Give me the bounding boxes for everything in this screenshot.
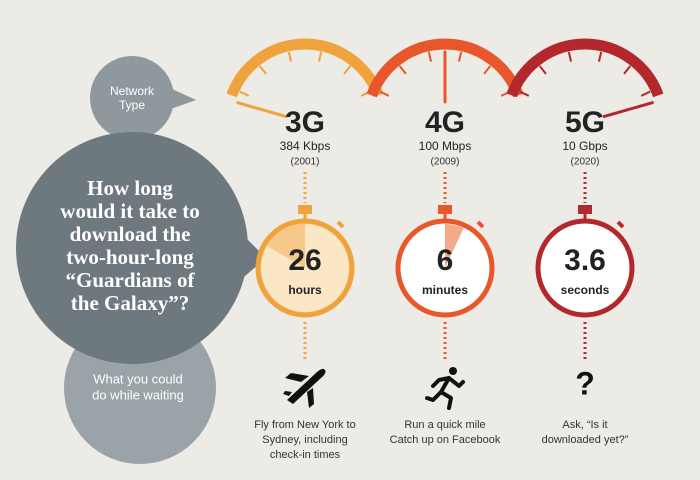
network-type-label: Network — [110, 84, 155, 98]
gauge-tick — [398, 65, 407, 75]
gauge-needle — [602, 101, 654, 118]
speed: 100 Mbps — [419, 139, 472, 153]
bubbles — [16, 56, 266, 464]
gauge-tick — [538, 65, 547, 75]
time-value: 3.6 — [564, 244, 606, 277]
stopwatch-wedge — [261, 224, 350, 312]
year: (2009) — [431, 157, 460, 168]
activity-text: Fly from New York to — [254, 419, 355, 431]
icon-question: ? — [575, 365, 595, 401]
gauge-arc — [506, 38, 664, 98]
year: (2020) — [571, 157, 600, 168]
question-text: the Galaxy”? — [71, 291, 189, 315]
gauge-tick — [640, 90, 651, 97]
gauge-tick — [239, 90, 250, 97]
question-text: would it take to — [60, 199, 199, 223]
activity-text: Run a quick mile — [404, 419, 485, 431]
year: (2001) — [291, 157, 320, 168]
gauge-tick — [483, 65, 492, 75]
gauge-tick — [317, 51, 323, 62]
gauge-tick — [457, 51, 463, 62]
runner-body — [425, 376, 465, 410]
time-unit: minutes — [422, 283, 468, 297]
activity-text: downloaded yet?” — [542, 434, 629, 446]
question-text: “Guardians of — [66, 268, 196, 292]
stopwatch-side — [616, 220, 625, 229]
gauge-tick — [567, 51, 573, 62]
activity-text: Sydney, including — [262, 434, 347, 446]
gauge-tick — [258, 65, 267, 75]
speed: 384 Kbps — [280, 139, 331, 153]
waiting-label: do while waiting — [92, 387, 184, 402]
stopwatch-side — [336, 220, 345, 229]
speed: 10 Gbps — [562, 139, 607, 153]
time-value: 6 — [437, 244, 454, 277]
gauge-tick — [343, 65, 352, 75]
activity-text: Ask, “Is it — [562, 419, 607, 431]
question-text: two-hour-long — [66, 245, 194, 269]
gauge-tick — [623, 65, 632, 75]
stopwatch-button — [438, 205, 452, 214]
bubble-pointer — [168, 88, 196, 110]
network-bubble — [90, 56, 174, 140]
stopwatch-face — [535, 218, 635, 318]
stopwatch-button — [578, 205, 592, 214]
waiting-label: What you could — [93, 371, 183, 386]
gauge-tick — [519, 90, 530, 97]
time-unit: hours — [288, 283, 322, 297]
gauge-arc — [366, 38, 524, 98]
stopwatch-wedge — [445, 224, 464, 268]
bubble-pointer — [238, 232, 266, 282]
runner-head — [449, 367, 457, 375]
gauge-arc — [226, 38, 384, 98]
gauge-tick — [427, 51, 433, 62]
gauge-tick — [597, 51, 603, 62]
plane-icon — [283, 368, 326, 408]
time-unit: seconds — [561, 283, 610, 297]
stopwatch-button — [298, 205, 312, 214]
network-name: 5G — [565, 106, 605, 139]
gauge-tick — [287, 51, 293, 62]
question-text: download the — [70, 222, 191, 246]
network-name: 4G — [425, 106, 465, 139]
activity-text: check-in times — [270, 449, 341, 461]
time-value: 26 — [288, 244, 321, 277]
question-text: How long — [87, 176, 173, 200]
activity-text: Catch up on Facebook — [390, 434, 501, 446]
gauge-needle — [236, 101, 288, 118]
network-name: 3G — [285, 106, 325, 139]
gauge-tick — [379, 90, 390, 97]
network-type-label: Type — [119, 98, 145, 112]
stopwatch-side — [476, 220, 485, 229]
question-bubble — [16, 132, 248, 364]
